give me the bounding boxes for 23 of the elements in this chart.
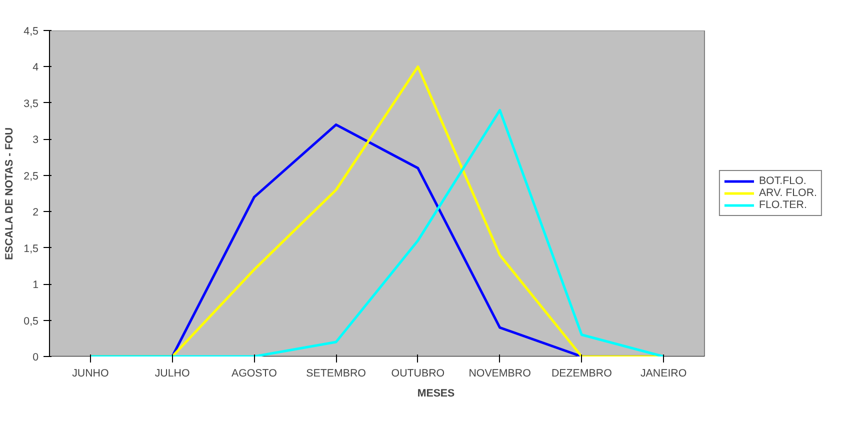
legend-label: BOT.FLO. [758,175,806,187]
x-tick-label: OUTUBRO [391,368,445,380]
y-tick-label: 4 [32,62,39,74]
x-tick-label: JULHO [154,368,190,380]
x-tick-label: AGOSTO [231,368,277,380]
legend-label: FLO.TER. [758,199,807,211]
y-tick-label: 4,5 [24,26,39,38]
y-tick-label: 0,5 [24,315,39,328]
x-tick-label: JANEIRO [640,368,687,380]
x-tick-label: DEZEMBRO [551,368,612,380]
x-axis-title: MESES [417,388,455,400]
y-tick-label: 1 [32,279,39,292]
legend-label: ARV. FLOR. [758,187,817,199]
y-tick-label: 3 [32,134,39,146]
x-tick-label: NOVEMBRO [468,368,531,380]
y-tick-label: 0 [32,352,39,364]
y-tick-label: 1,5 [24,242,39,255]
y-tick-label: 2 [32,206,39,219]
y-tick-label: 2,5 [24,170,39,182]
x-tick-label: SETEMBRO [306,368,366,380]
x-tick-label: JUNHO [72,368,109,380]
y-axis-title: ESCALA DE NOTAS - FOU [4,127,16,260]
y-tick-label: 3,5 [24,98,39,110]
